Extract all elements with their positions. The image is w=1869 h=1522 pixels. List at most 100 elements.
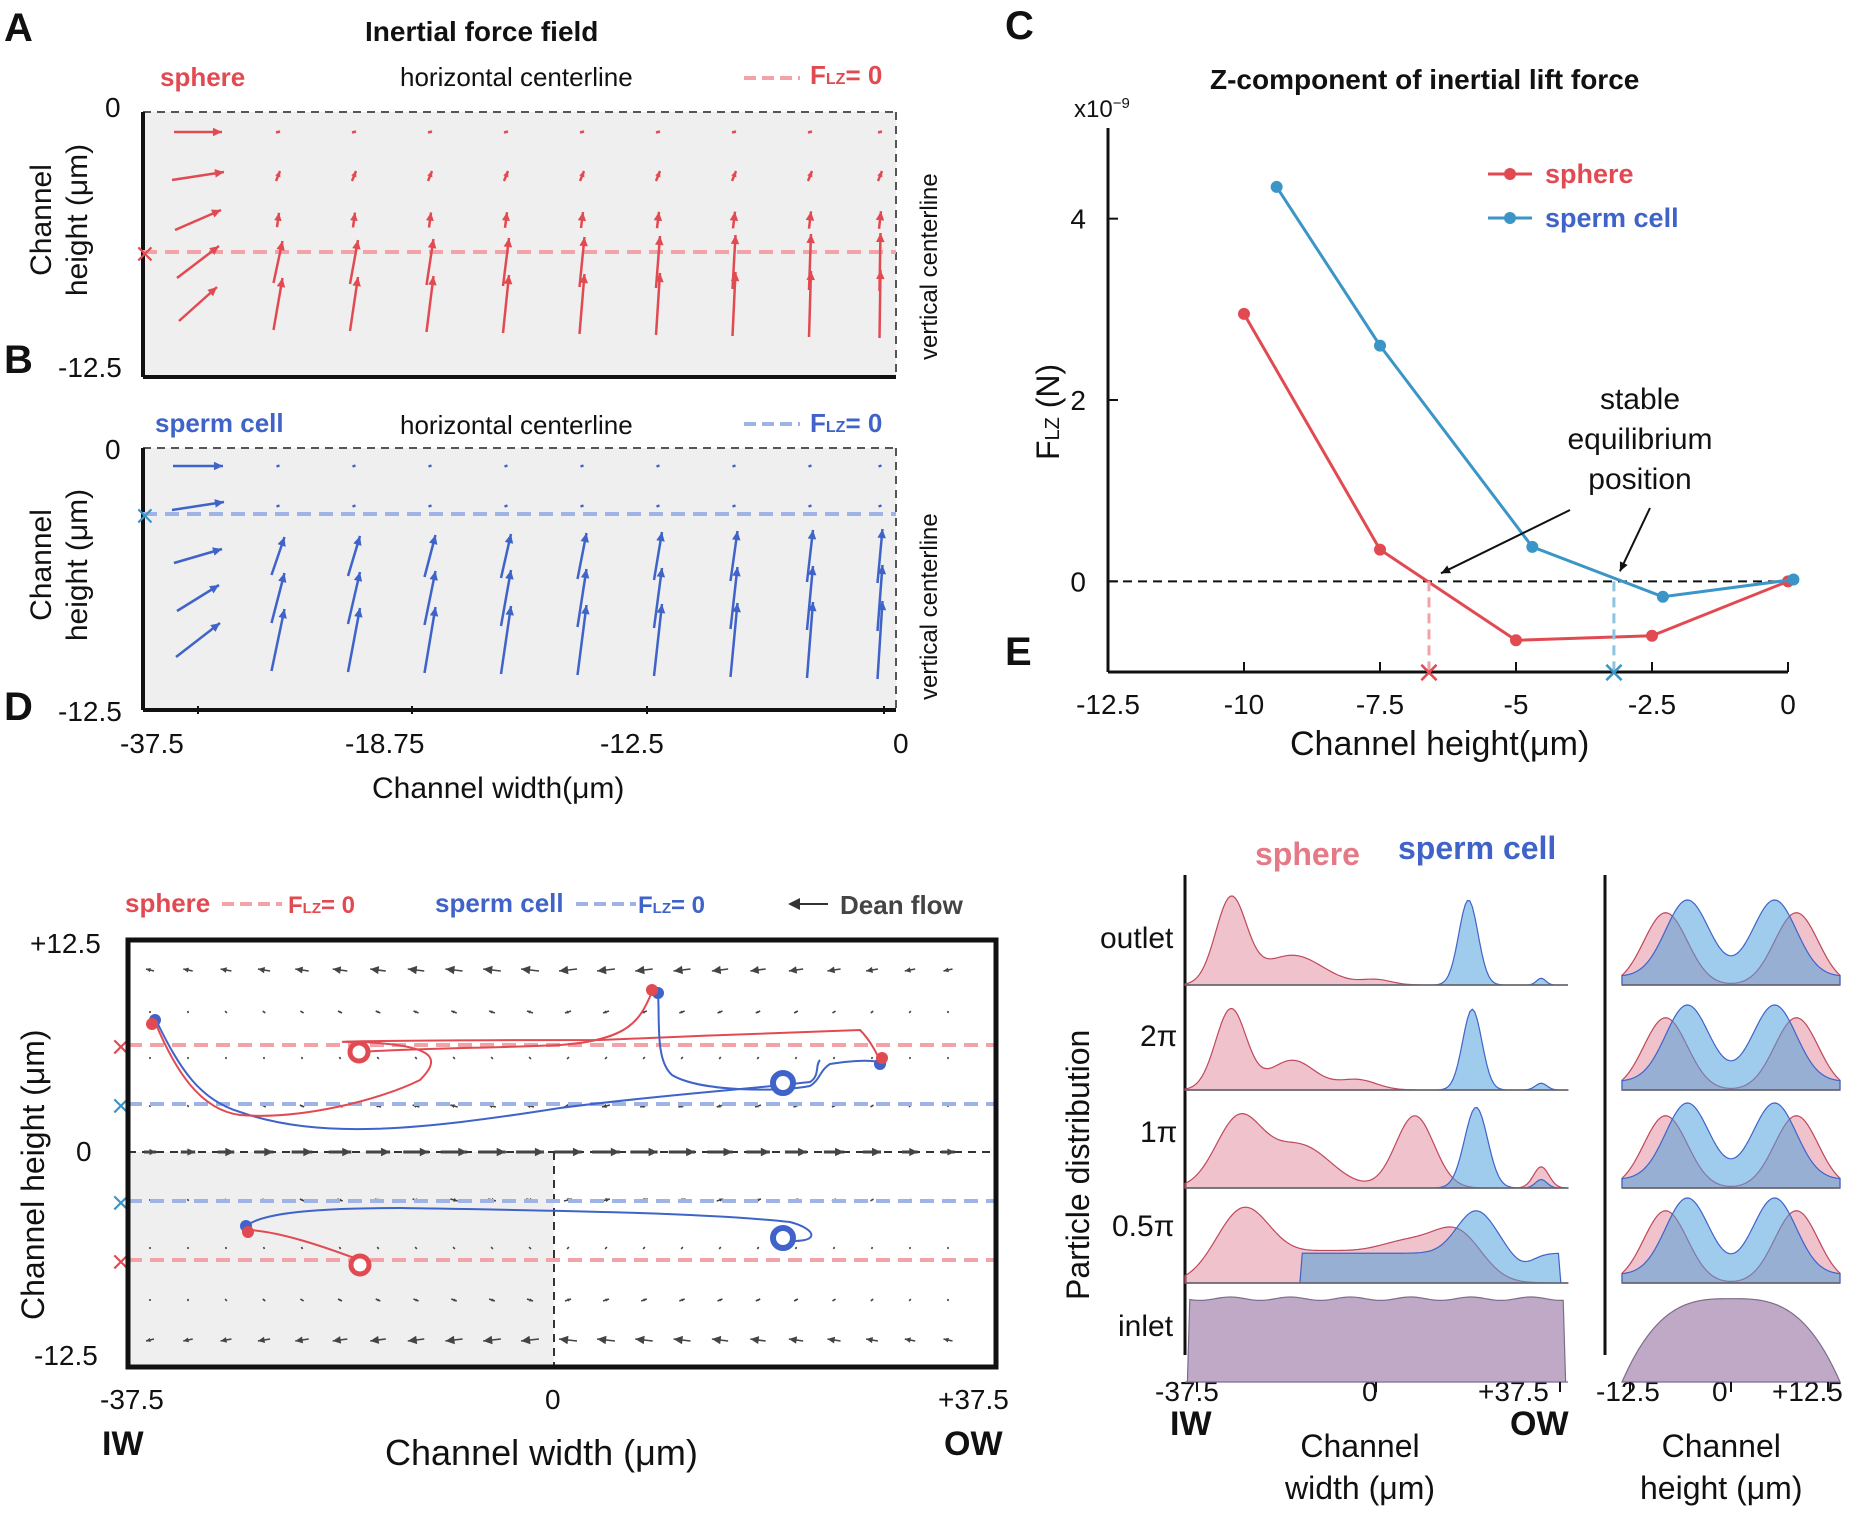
panel-d-flow-arrow <box>793 1298 799 1302</box>
flz-eq: = 0 <box>845 408 883 438</box>
panel-d-flow-arrow <box>564 1298 572 1302</box>
panel-d-flow-arrow <box>554 1147 582 1157</box>
panel-b-arrow <box>171 499 225 512</box>
panel-b-arrow <box>576 568 590 628</box>
panel-d-flow-arrow <box>262 1298 266 1302</box>
panel-a-arrow <box>806 233 815 291</box>
panel-d-flow-arrow <box>794 1056 798 1060</box>
panel-label-a: A <box>4 6 33 50</box>
panel-d-flow-arrow <box>483 965 501 975</box>
panel-b-arrow <box>428 464 432 468</box>
flz-eq: = 0 <box>671 892 706 919</box>
panel-d-xlabel: Channel width (μm) <box>385 1432 698 1473</box>
panel-d-flow-arrow <box>413 1298 419 1302</box>
panel-a-arrow <box>654 170 662 182</box>
panel-d-flow-arrow <box>254 1147 274 1157</box>
panel-d-flow-arrow <box>224 1298 228 1302</box>
panel-c-ytick-label: 0 <box>1070 566 1086 597</box>
panel-d-flow-arrow <box>478 1147 506 1157</box>
panel-d-flow-arrow <box>370 1335 386 1344</box>
panel-a-arrow <box>875 211 885 229</box>
panel-b-arrow <box>878 504 882 508</box>
panel-d-flow-arrow <box>750 1336 766 1345</box>
flz-eq: = 0 <box>845 60 883 90</box>
panel-c-annotation-line2: equilibrium <box>1567 423 1713 456</box>
panel-d-flow-arrow <box>908 1056 912 1060</box>
panel-a-arrow <box>425 238 437 286</box>
panel-d-flow-arrow <box>414 1246 418 1250</box>
panel-d-flow-arrow <box>338 1056 342 1060</box>
panel-d-flow-arrow <box>604 1246 608 1250</box>
panel-d-flow-arrow <box>717 1010 723 1014</box>
panel-a-arrow <box>272 277 286 331</box>
panel-d-frame <box>125 937 999 1370</box>
panel-d-flow-arrow <box>149 1057 151 1059</box>
panel-d-flow-arrow <box>635 965 653 975</box>
panel-a-arrow <box>653 211 663 229</box>
panel-b-xtick-3: -12.5 <box>600 728 664 759</box>
panel-e-height-sperm-curve <box>1621 1197 1841 1284</box>
panel-d-flow-arrow <box>149 1247 151 1249</box>
panel-d-flow-arrow <box>604 1056 608 1060</box>
panel-c-point <box>1787 573 1800 586</box>
panel-d-flow-arrow <box>870 1246 874 1250</box>
panel-d-flow-arrow <box>376 1246 380 1250</box>
panel-b-arrow <box>423 570 438 626</box>
panel-d-flow-arrow <box>224 1056 228 1060</box>
panel-d-flow-arrow <box>262 1056 266 1060</box>
panel-d-legend-dean-arrowhead <box>788 898 800 910</box>
panel-a-arrow <box>174 208 222 232</box>
panel-a-ytick-m12: -12.5 <box>58 352 122 383</box>
panel-b-arrow <box>652 603 666 677</box>
panel-a-arrow <box>578 170 586 182</box>
panel-e-width-inlet-curve <box>1185 1296 1568 1383</box>
panel-d-ow: OW <box>944 1425 1003 1463</box>
panel-b-ytick-m12: -12.5 <box>58 696 122 727</box>
panel-b-arrow <box>876 564 887 632</box>
panel-d-ytick-top: +12.5 <box>30 928 101 959</box>
panel-c-point <box>1526 540 1539 553</box>
panel-d-flow-arrow <box>865 966 879 973</box>
flz-eq: = 0 <box>321 892 356 919</box>
panel-d-legend-sperm: sperm cell <box>435 888 564 918</box>
flz-label: F <box>810 60 826 90</box>
panel-label-c: C <box>1005 4 1034 48</box>
panel-d-flow-arrow <box>370 966 386 975</box>
panel-d-xtick-3: +37.5 <box>938 1384 1009 1415</box>
panel-d-dean-flow: Dean flow <box>840 890 963 920</box>
panel-d-flow-arrow <box>445 965 463 975</box>
panel-d-end-sphere-1 <box>347 1040 371 1064</box>
panel-d-flow-arrow <box>711 965 729 975</box>
panel-e-row-2pi: 2π <box>1140 1020 1178 1053</box>
panel-a-arrow <box>348 239 361 285</box>
panel-d-flow-arrow <box>365 1147 391 1157</box>
panel-d-flow-arrow <box>784 1147 808 1157</box>
panel-e-width-sphere-curve <box>1184 1007 1568 1091</box>
panel-d-flow-arrow <box>450 1010 458 1014</box>
panel-b-arrow <box>423 534 438 578</box>
panel-d-flow-arrow <box>375 1298 381 1302</box>
panel-e-height-sperm-curve <box>1621 1004 1841 1091</box>
panel-a-arrow <box>348 276 361 332</box>
panel-a-arrow <box>730 271 740 337</box>
panel-d-flow-arrow <box>526 1298 534 1302</box>
panel-d-flow-arrow <box>793 1010 799 1014</box>
panel-d-end-sperm-2 <box>770 1225 796 1251</box>
panel-a-hcenter-label: horizontal centerline <box>400 62 633 92</box>
panel-d-flow-arrow <box>947 1246 949 1250</box>
panel-b-arrow <box>499 605 514 675</box>
panel-a-arrow <box>806 270 815 338</box>
panel-a-legend-flz: FLZ= 0 <box>810 60 882 91</box>
panel-d-flow-arrow <box>452 1056 456 1060</box>
flz-sub: LZ <box>825 419 846 436</box>
panel-b-arrow <box>652 531 665 581</box>
panel-b-arrow <box>576 532 589 580</box>
panel-d-flow-arrow <box>295 966 309 974</box>
panel-b-arrow <box>878 464 882 468</box>
panel-a-arrow <box>171 169 225 182</box>
panel-d-flow-arrow <box>490 1246 494 1250</box>
flz-label: F <box>288 892 303 919</box>
panel-e-height-inlet-curve <box>1621 1298 1841 1383</box>
panel-b-plot-bg <box>143 448 896 710</box>
panel-d-flow-arrow <box>947 1056 949 1060</box>
